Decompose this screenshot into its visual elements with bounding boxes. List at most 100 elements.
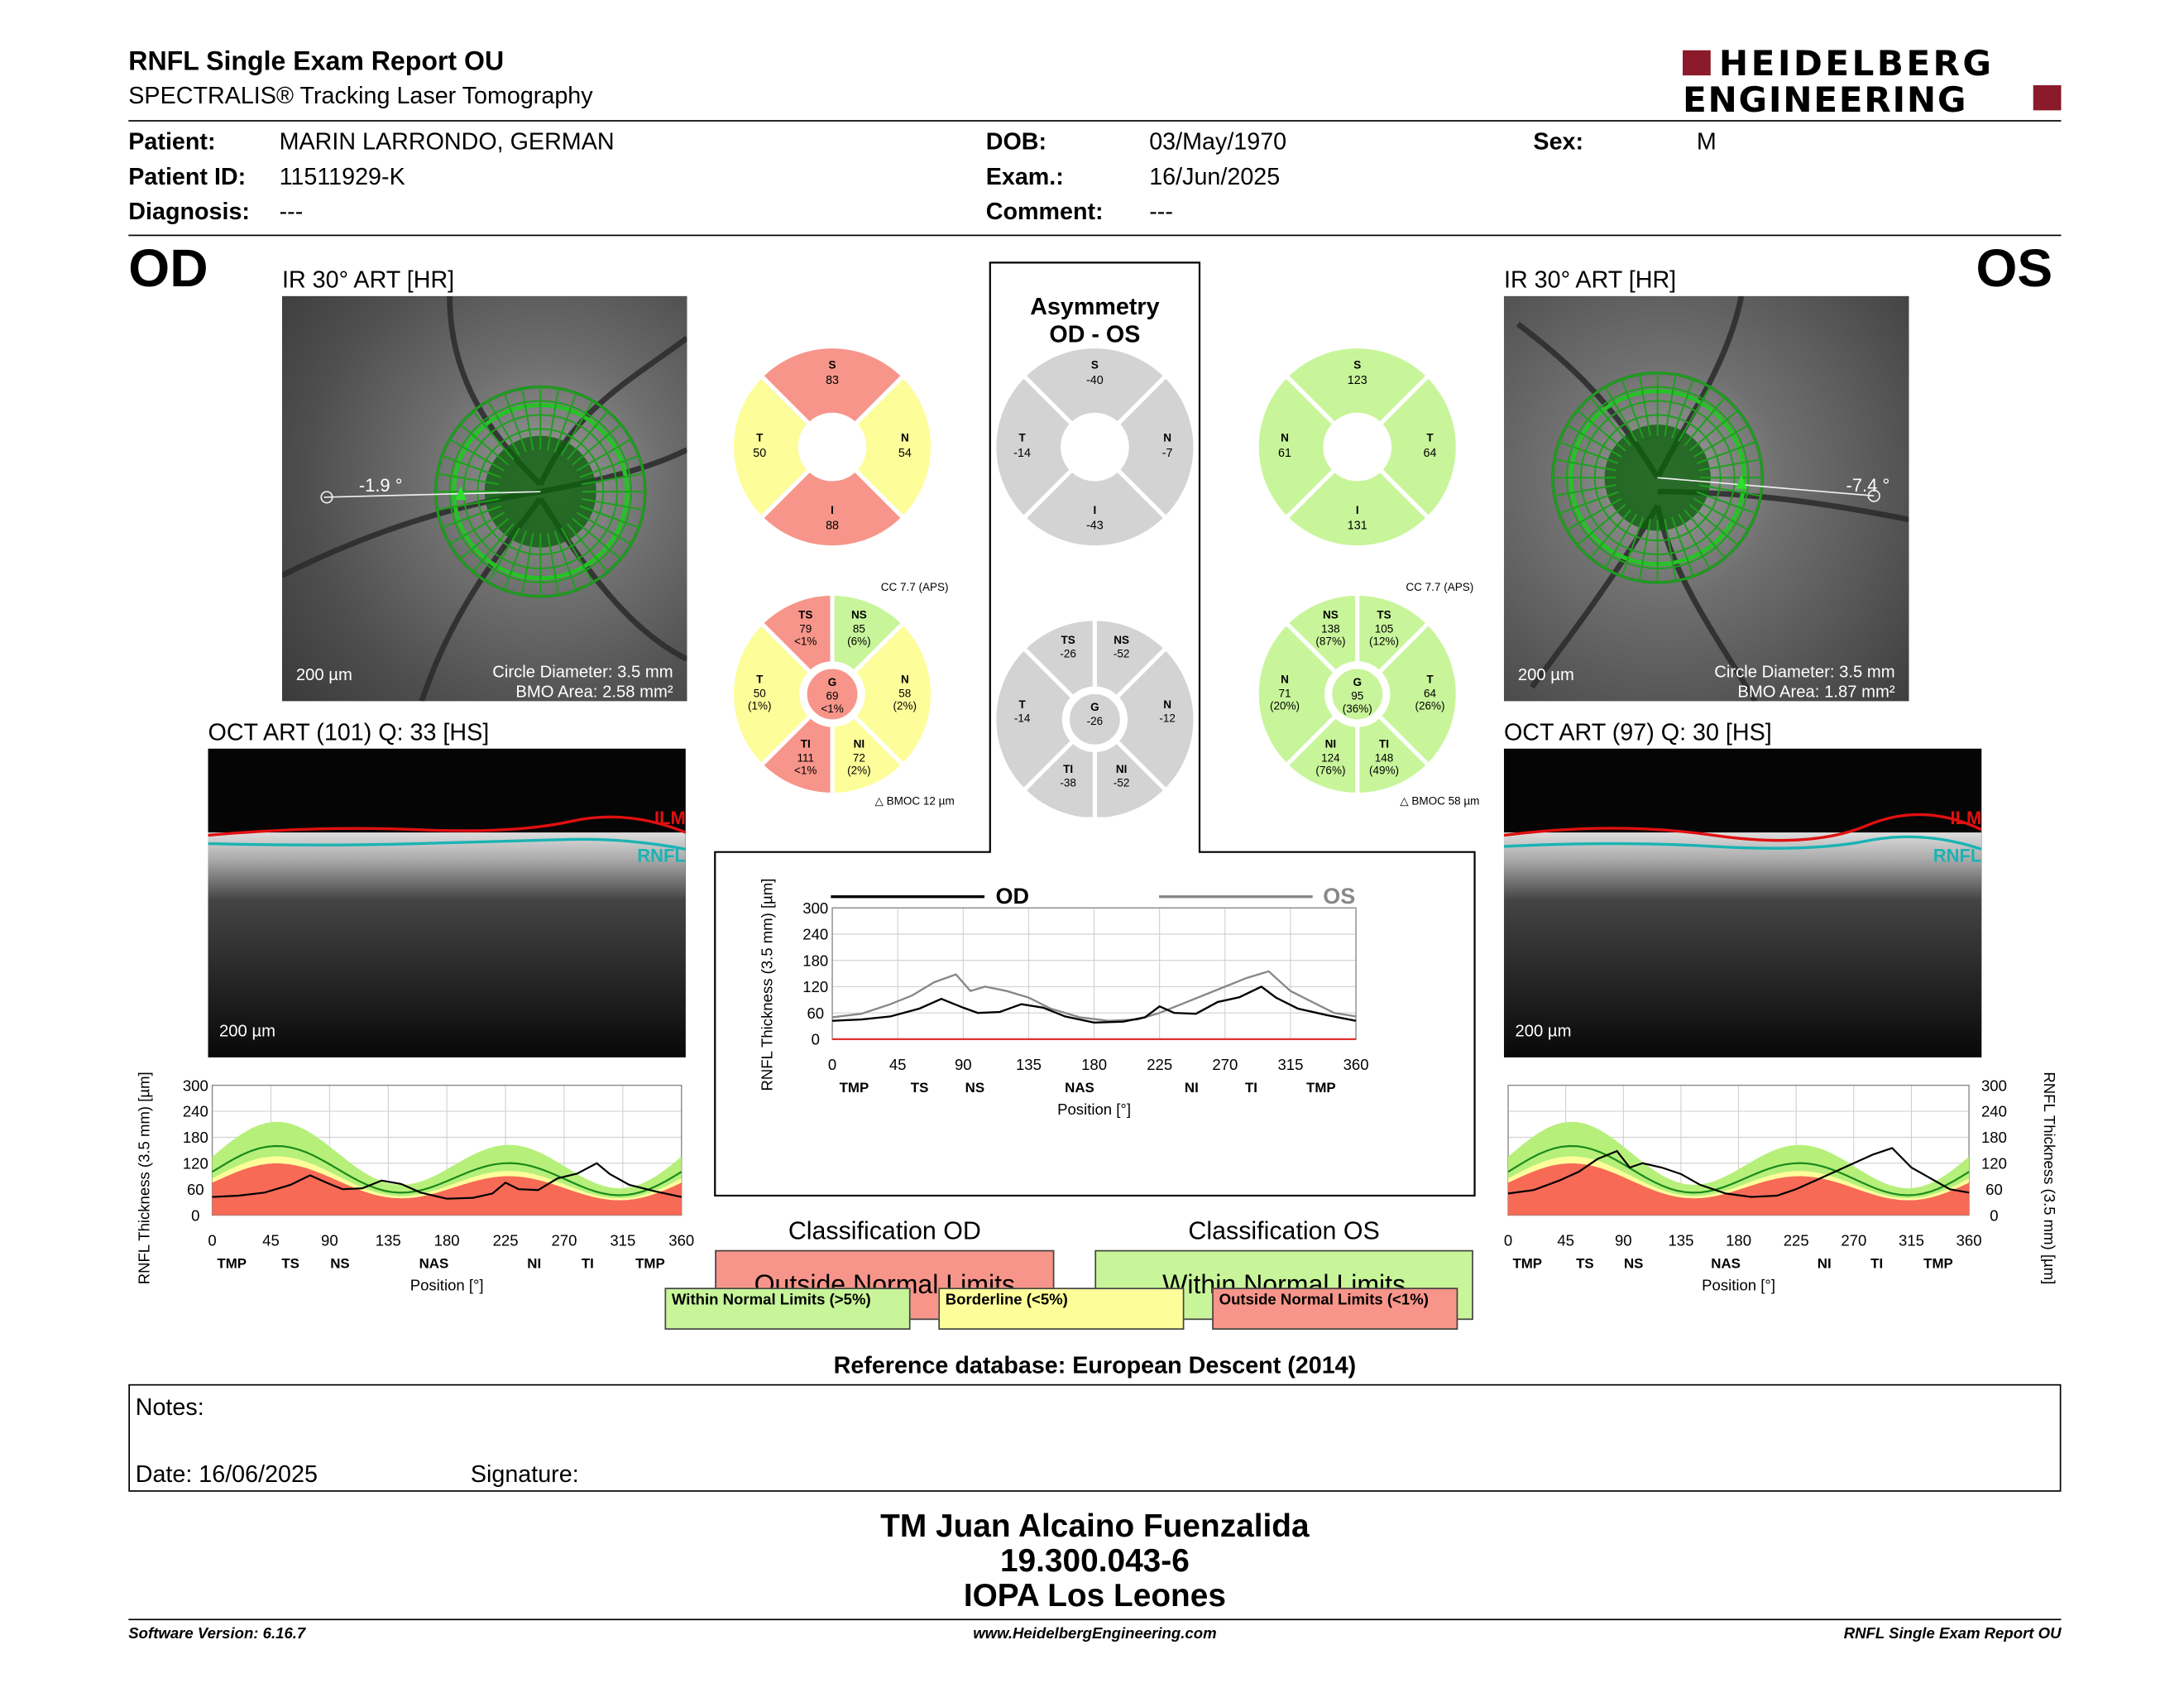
od-bmo-area: BMO Area: 2.58 mm²	[515, 681, 673, 702]
os-chart-ytick: 60	[1985, 1181, 2003, 1198]
os-s6-label-t: T	[1426, 673, 1434, 685]
od-s4-value-i: 88	[826, 520, 839, 533]
od-os-comparison-chart: 0 60 120 180 240 300 0 45 90 135 180 225 270 315 360 OD…	[758, 879, 1368, 1118]
cmp-ytick: 240	[802, 926, 828, 943]
os-chart-band-borderline	[1508, 1156, 1970, 1201]
od-chart-xlabel: Position [°]	[410, 1277, 484, 1294]
od-chart-sector-2: NS	[330, 1256, 349, 1272]
asymmetry-title-line1: Asymmetry	[1030, 293, 1160, 320]
os-image-info: Circle Diameter: 3.5 mm BMO Area: 1.87 mm…	[1714, 662, 1894, 701]
patient-id: 11511929-K	[279, 163, 405, 190]
os-s6-sector-g	[1329, 666, 1386, 722]
od-chart-xtick: 45	[262, 1232, 280, 1249]
od-s6-value-ni-1: (2%)	[847, 764, 871, 776]
od-chart-xtick: 225	[493, 1232, 519, 1249]
os-s6-value-g-0: 95	[1351, 690, 1363, 703]
os-chart-sector-0: TMP	[1512, 1256, 1542, 1272]
os-s6-sector-n	[1254, 620, 1339, 769]
os-s6-value-n-1: (20%)	[1270, 700, 1300, 712]
od-s4-label-t: T	[756, 431, 764, 444]
sector-diagrams: S83T50N54I88S-40N-7T-14I-43S123N61T64I13…	[730, 344, 1479, 818]
os-s4-label-i: I	[1356, 504, 1359, 516]
comment-value: ---	[1149, 198, 1173, 225]
od-chart-normal-mean	[212, 1144, 682, 1196]
cmp-xlabel: Position [°]	[1057, 1101, 1131, 1118]
legend-within-normal: Within Normal Limits (>5%)	[664, 1288, 911, 1330]
od-s6-sector-t	[730, 620, 814, 769]
od-chart-xtick: 0	[208, 1232, 216, 1249]
asym-s6-sector-t	[992, 645, 1076, 794]
os-oct-image: ILM RNFL 200 µm	[1503, 748, 1982, 1057]
od-s4-value-n: 54	[898, 447, 912, 460]
os-s6-value-ts-0: 105	[1375, 622, 1394, 635]
os-s6-label-ts: TS	[1377, 608, 1391, 621]
od-oct-image: ILM RNFL 200 µm	[208, 748, 686, 1057]
os-s6-value-ti-0: 148	[1375, 751, 1394, 764]
cmp-ytick: 120	[802, 978, 828, 995]
od-s4-value-t: 50	[753, 447, 766, 460]
os-s6-value-ns-1: (87%)	[1315, 635, 1345, 648]
asym-s6-value-ns-0: -52	[1114, 648, 1130, 660]
od-chart-sector-0: TMP	[217, 1256, 247, 1272]
cmp-sector-1: TS	[911, 1080, 929, 1096]
od-chart-sector-6: TMP	[635, 1256, 665, 1272]
os-s6-value-g-1: (36%)	[1343, 703, 1372, 715]
asym-s6-label-g: G	[1090, 701, 1099, 713]
od-s6-label-ti: TI	[801, 737, 811, 750]
od-chart-ytick: 0	[191, 1206, 199, 1224]
od-chart-band-borderline	[212, 1156, 682, 1201]
od-scale-bar: 200 µm	[295, 664, 352, 685]
os-chart-ylabel: RNFL Thickness (3.5 mm) [µm]	[2041, 1072, 2056, 1284]
asym-s6-value-ni-0: -52	[1114, 777, 1130, 789]
od-angle: -1.9 °	[358, 474, 403, 496]
od-s6-label-ni: NI	[854, 737, 865, 750]
dob-value: 03/May/1970	[1149, 128, 1287, 156]
os-s6-label-ns: NS	[1323, 608, 1339, 621]
asym-s6-sector-ns	[1092, 616, 1169, 701]
os-chart-ytick: 120	[1981, 1155, 2007, 1172]
os-s4-label-n: N	[1281, 431, 1289, 444]
os-s6-value-t-0: 64	[1424, 687, 1437, 699]
os-s6-value-ts-1: (12%)	[1369, 635, 1399, 648]
os-chart-xtick: 45	[1557, 1232, 1574, 1249]
od-s6-value-ni-0: 72	[853, 751, 865, 764]
od-chart-sector-1: TS	[281, 1256, 299, 1272]
signature-stamp: TM Juan Alcaino Fuenzalida 19.300.043-6 …	[128, 1508, 2061, 1614]
od-s6-label-n: N	[901, 673, 909, 685]
os-s6-label-n: N	[1281, 673, 1289, 685]
os-chart-xtick: 180	[1726, 1232, 1751, 1249]
website-link[interactable]: www.HeidelbergEngineering.com	[973, 1625, 1217, 1643]
os-eye-label: OS	[1976, 240, 2053, 300]
cmp-xtick: 45	[889, 1056, 907, 1073]
os-s4-label-s: S	[1353, 359, 1361, 372]
od-s6-sector-ni	[830, 712, 907, 798]
od-chart-sector-4: NI	[527, 1256, 541, 1272]
od-s6-sector-ts	[758, 591, 835, 676]
od-ir-title: IR 30° ART [HR]	[281, 266, 455, 294]
cmp-sector-2: NS	[965, 1080, 984, 1096]
asym-s6-label-t: T	[1018, 698, 1026, 711]
exam-label: Exam.:	[985, 163, 1064, 190]
od-s6-label-t: T	[756, 673, 764, 685]
legend-outside-normal: Outside Normal Limits (<1%)	[1212, 1288, 1458, 1330]
cmp-ytick: 180	[802, 952, 828, 969]
od-s6-value-t-0: 50	[754, 687, 766, 699]
od-chart-sector-5: TI	[582, 1256, 594, 1272]
clinic-name: IOPA Los Leones	[963, 1576, 1226, 1614]
od-s6-value-ns-0: 85	[853, 622, 865, 635]
od-circle-diameter: Circle Diameter: 3.5 mm	[492, 662, 673, 682]
asym-s6-value-g-0: -26	[1087, 715, 1104, 727]
examiner-name: TM Juan Alcaino Fuenzalida	[880, 1507, 1310, 1544]
os-chart-xlabel: Position [°]	[1702, 1277, 1775, 1294]
footer-report-name: RNFL Single Exam Report OU	[1843, 1625, 2062, 1643]
notes-box[interactable]: Notes: Date: 16/06/2025 Signature:	[128, 1383, 2062, 1492]
od-chart-ytick: 60	[187, 1181, 204, 1198]
os-s6-label-g: G	[1353, 676, 1362, 688]
dob-label: DOB:	[985, 128, 1047, 156]
cmp-sector-6: TMP	[1306, 1080, 1336, 1096]
os-ir-title: IR 30° ART [HR]	[1503, 266, 1677, 294]
asym-s4-label-s: S	[1091, 359, 1099, 372]
od-chart-xtick: 180	[434, 1232, 460, 1249]
od-oct-title: OCT ART (101) Q: 33 [HS]	[208, 719, 490, 746]
os-s4-value-s: 123	[1348, 374, 1367, 387]
